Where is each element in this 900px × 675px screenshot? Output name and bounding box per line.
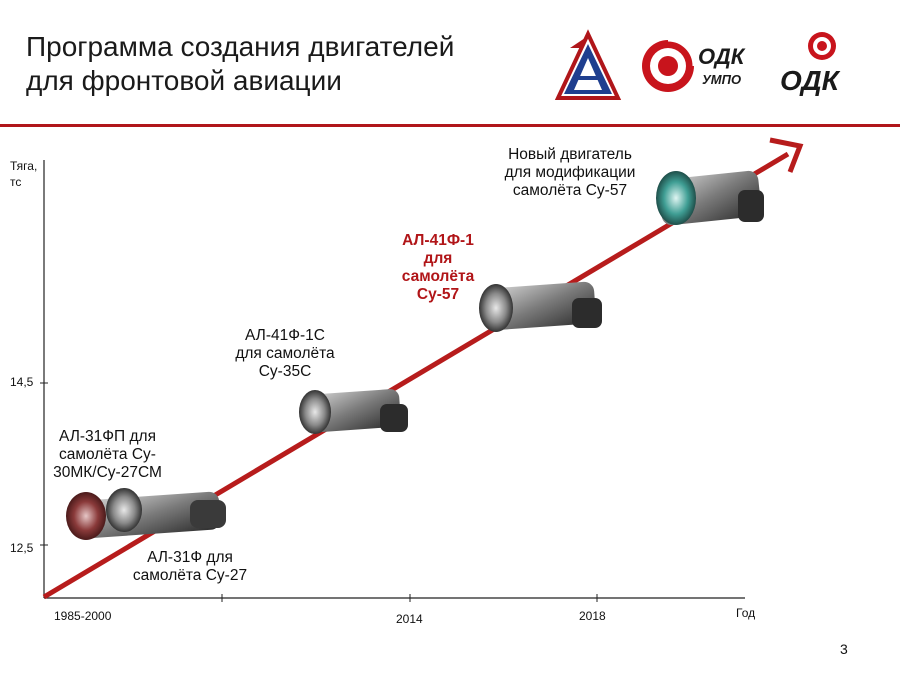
x-tick-label: 2014 bbox=[396, 612, 423, 626]
engine-al31f-image bbox=[66, 488, 226, 540]
trend-arrow-head bbox=[769, 137, 804, 173]
engine-label-al41f1: АЛ-41Ф-1 для самолёта Су-57 bbox=[401, 232, 475, 303]
engine-al41f1s-image bbox=[299, 389, 408, 434]
umpo-sub-text: УМПО bbox=[702, 72, 741, 87]
engine-label-al31f: АЛ-31Ф для самолёта Су-27 bbox=[132, 549, 248, 584]
odk-umpo-logo-icon: ОДК УМПО bbox=[642, 38, 746, 92]
odk-logo-text: ОДК bbox=[780, 65, 841, 96]
x-tick-label: 1985-2000 bbox=[54, 609, 112, 623]
page-title: Программа создания двигателей для фронто… bbox=[26, 31, 455, 96]
header-divider bbox=[0, 124, 900, 127]
x-axis-label: Год bbox=[736, 606, 756, 620]
triangle-logo-icon bbox=[554, 29, 622, 100]
x-tick-label: 2018 bbox=[579, 609, 606, 623]
odk-logo-icon: ОДК bbox=[780, 32, 841, 96]
engine-label-al41f1s: АЛ-41Ф-1С для самолёта Су-35С bbox=[235, 327, 335, 380]
engine-label-al31fp: АЛ-31ФП для самолёта Су- 30МК/Су-27СМ bbox=[53, 428, 162, 481]
odk-umpo-logo-text: ОДК bbox=[698, 44, 746, 69]
engine-label-new: Новый двигатель для модификации самолёта… bbox=[504, 146, 636, 199]
page-number: 3 bbox=[840, 641, 848, 657]
logos: ОДК УМПО ОДК bbox=[554, 29, 841, 100]
engine-al41f1-image bbox=[479, 281, 602, 332]
y-axis-label: Тяга, тс bbox=[10, 159, 38, 189]
y-tick-label: 12,5 bbox=[10, 541, 34, 555]
y-tick-label: 14,5 bbox=[10, 375, 34, 389]
engine-new-image bbox=[656, 170, 764, 226]
